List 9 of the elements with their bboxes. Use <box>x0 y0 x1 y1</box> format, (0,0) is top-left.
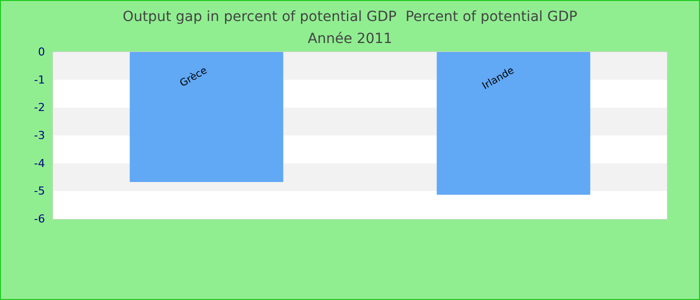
y-tick-label: -6 <box>34 212 45 226</box>
y-tick-label: -2 <box>34 101 45 114</box>
chart-title: Output gap in percent of potential GDP Percent of potential GDP <box>122 9 578 25</box>
y-tick-label: -3 <box>34 129 45 142</box>
y-tick-label: -1 <box>34 73 45 86</box>
chart-subtitle: Année 2011 <box>308 31 392 47</box>
y-tick-label: -4 <box>34 156 45 170</box>
y-tick-label: -5 <box>34 184 45 198</box>
y-tick-label: 0 <box>38 46 45 58</box>
